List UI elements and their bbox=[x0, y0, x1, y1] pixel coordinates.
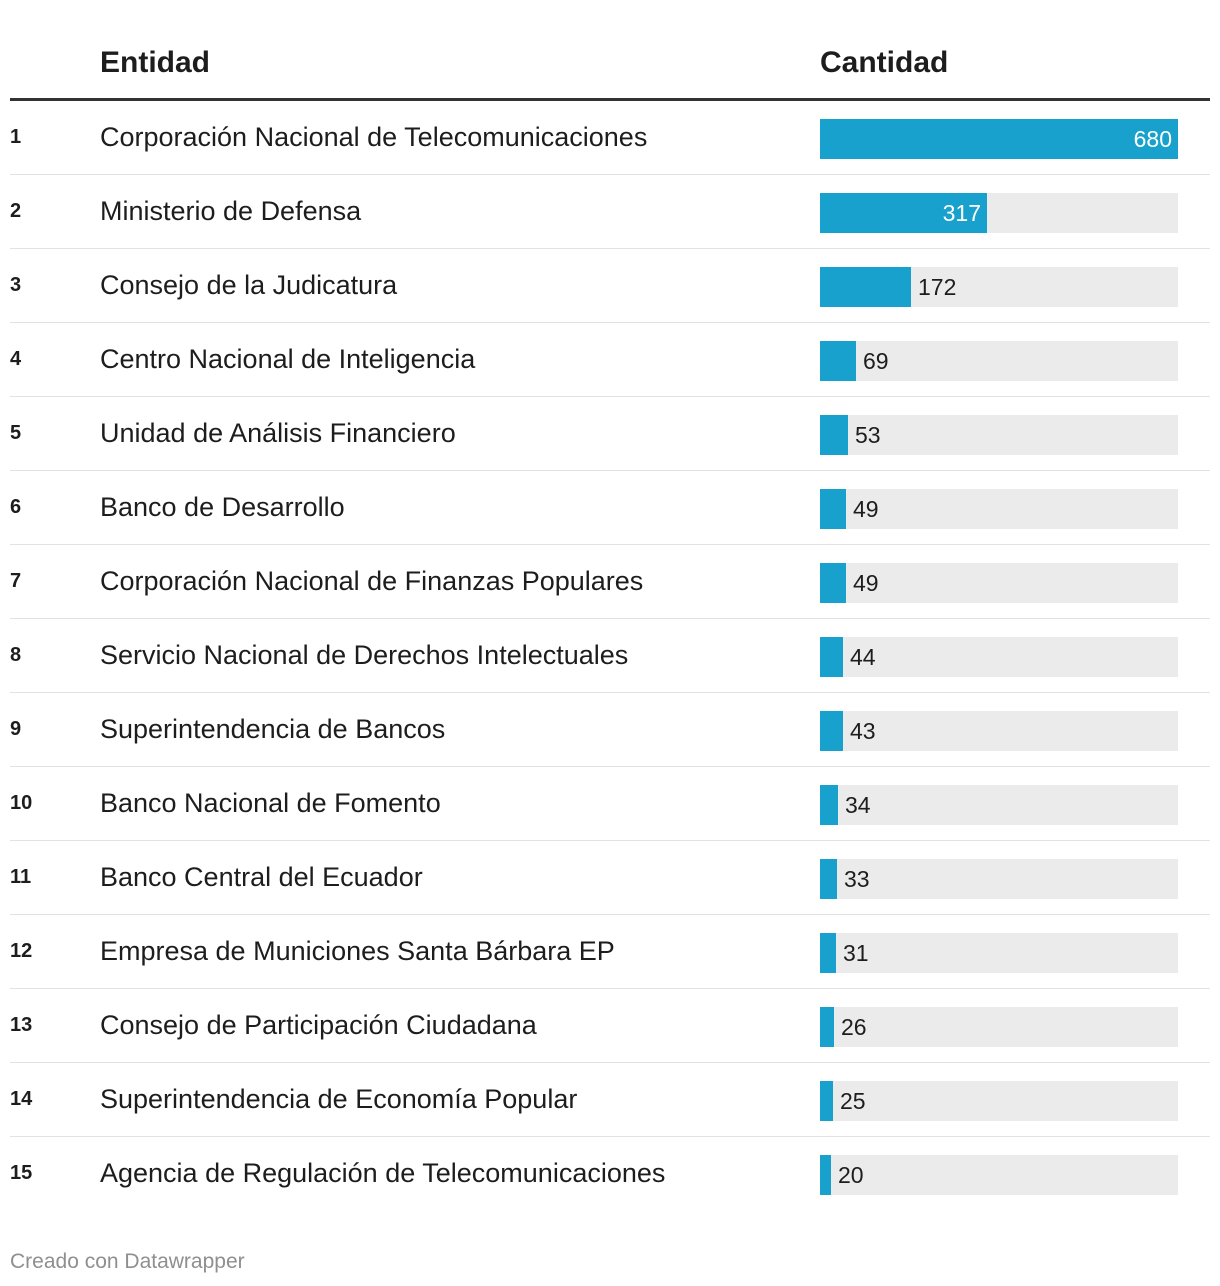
bar-value-label: 69 bbox=[863, 348, 889, 374]
row-entity: Corporación Nacional de Finanzas Popular… bbox=[100, 566, 644, 596]
bar-fill bbox=[820, 1007, 834, 1047]
table-row: 5 Unidad de Análisis Financiero 53 bbox=[10, 397, 1210, 471]
row-entity: Banco de Desarrollo bbox=[100, 492, 345, 522]
row-entity: Consejo de Participación Ciudadana bbox=[100, 1010, 537, 1040]
table-body: 1 Corporación Nacional de Telecomunicacio… bbox=[10, 101, 1210, 1211]
bar-track: 49 bbox=[820, 563, 1178, 603]
bar-value-label: 44 bbox=[850, 644, 876, 670]
bar-fill bbox=[820, 119, 1178, 159]
bar-track: 31 bbox=[820, 933, 1178, 973]
bar-fill bbox=[820, 489, 846, 529]
row-entity: Agencia de Regulación de Telecomunicacio… bbox=[100, 1158, 666, 1188]
row-rank: 3 bbox=[10, 274, 22, 296]
data-table: Entidad Cantidad 1 Corporación Nacional d… bbox=[10, 0, 1210, 1211]
row-entity: Servicio Nacional de Derechos Intelectua… bbox=[100, 640, 629, 670]
bar-track: 25 bbox=[820, 1081, 1178, 1121]
bar-fill bbox=[820, 711, 843, 751]
table-row: 15 Agencia de Regulación de Telecomunicac… bbox=[10, 1137, 1210, 1211]
bar-fill bbox=[820, 933, 836, 973]
table-row: 12 Empresa de Municiones Santa Bárbara EP… bbox=[10, 915, 1210, 989]
footer-credit: Creado con Datawrapper bbox=[10, 1250, 245, 1273]
row-rank: 5 bbox=[10, 422, 22, 444]
row-entity: Superintendencia de Bancos bbox=[100, 714, 446, 744]
bar-fill bbox=[820, 859, 837, 899]
table-row: 7 Corporación Nacional de Finanzas Popula… bbox=[10, 545, 1210, 619]
row-rank: 4 bbox=[10, 348, 22, 370]
table-row: 11 Banco Central del Ecuador 33 bbox=[10, 841, 1210, 915]
row-entity: Centro Nacional de Inteligencia bbox=[100, 344, 476, 374]
bar-fill bbox=[820, 785, 838, 825]
bar-value-label: 31 bbox=[843, 940, 869, 966]
bar-fill bbox=[820, 193, 987, 233]
row-rank: 15 bbox=[10, 1162, 33, 1184]
bar-track: 20 bbox=[820, 1155, 1178, 1195]
bar-value-label: 20 bbox=[838, 1162, 864, 1188]
bar-track: 26 bbox=[820, 1007, 1178, 1047]
table-header: Entidad Cantidad bbox=[10, 0, 1210, 101]
row-entity: Consejo de la Judicatura bbox=[100, 270, 398, 300]
table-row: 10 Banco Nacional de Fomento 34 bbox=[10, 767, 1210, 841]
table-row: 1 Corporación Nacional de Telecomunicacio… bbox=[10, 101, 1210, 175]
row-rank: 9 bbox=[10, 718, 22, 740]
bar-value-label: 49 bbox=[853, 496, 879, 522]
row-entity: Corporación Nacional de Telecomunicacion… bbox=[100, 122, 648, 152]
table-row: 4 Centro Nacional de Inteligencia 69 bbox=[10, 323, 1210, 397]
row-rank: 13 bbox=[10, 1014, 33, 1036]
row-entity: Superintendencia de Economía Popular bbox=[100, 1084, 578, 1114]
row-rank: 8 bbox=[10, 644, 22, 666]
row-entity: Unidad de Análisis Financiero bbox=[100, 418, 456, 448]
column-header-quantity[interactable]: Cantidad bbox=[820, 46, 949, 79]
bar-value-label: 34 bbox=[845, 792, 871, 818]
row-rank: 2 bbox=[10, 200, 22, 222]
table-row: 14 Superintendencia de Economía Popular 25 bbox=[10, 1063, 1210, 1137]
bar-fill bbox=[820, 1155, 831, 1195]
bar-fill bbox=[820, 415, 848, 455]
bar-value-label: 680 bbox=[1133, 126, 1172, 152]
bar-track: 680 bbox=[820, 119, 1178, 159]
bar-fill bbox=[820, 1081, 833, 1121]
bar-track: 33 bbox=[820, 859, 1178, 899]
bar-value-label: 26 bbox=[841, 1014, 867, 1040]
table-row: 6 Banco de Desarrollo 49 bbox=[10, 471, 1210, 545]
row-rank: 14 bbox=[10, 1088, 33, 1110]
bar-track: 43 bbox=[820, 711, 1178, 751]
bar-track: 172 bbox=[820, 267, 1178, 307]
table-row: 2 Ministerio de Defensa 317 bbox=[10, 175, 1210, 249]
bar-fill bbox=[820, 341, 856, 381]
bar-track: 69 bbox=[820, 341, 1178, 381]
bar-fill bbox=[820, 267, 911, 307]
table-row: 8 Servicio Nacional de Derechos Intelectu… bbox=[10, 619, 1210, 693]
bar-value-label: 53 bbox=[855, 422, 881, 448]
row-rank: 10 bbox=[10, 792, 33, 814]
row-entity: Empresa de Municiones Santa Bárbara EP bbox=[100, 936, 615, 966]
row-rank: 7 bbox=[10, 570, 22, 592]
bar-value-label: 43 bbox=[850, 718, 876, 744]
bar-fill bbox=[820, 563, 846, 603]
bar-value-label: 172 bbox=[918, 274, 957, 300]
column-header-entity[interactable]: Entidad bbox=[100, 46, 210, 79]
table-row: 3 Consejo de la Judicatura 172 bbox=[10, 249, 1210, 323]
bar-track: 44 bbox=[820, 637, 1178, 677]
bar-value-label: 317 bbox=[942, 200, 981, 226]
bar-value-label: 25 bbox=[840, 1088, 866, 1114]
row-rank: 1 bbox=[10, 126, 22, 148]
row-entity: Banco Central del Ecuador bbox=[100, 862, 423, 892]
bar-track: 34 bbox=[820, 785, 1178, 825]
bar-fill bbox=[820, 637, 843, 677]
row-rank: 11 bbox=[10, 866, 32, 888]
bar-track: 49 bbox=[820, 489, 1178, 529]
bar-value-label: 33 bbox=[844, 866, 870, 892]
row-entity: Banco Nacional de Fomento bbox=[100, 788, 441, 818]
bar-track: 317 bbox=[820, 193, 1178, 233]
table-row: 9 Superintendencia de Bancos 43 bbox=[10, 693, 1210, 767]
row-rank: 6 bbox=[10, 496, 22, 518]
bar-track: 53 bbox=[820, 415, 1178, 455]
table-row: 13 Consejo de Participación Ciudadana 26 bbox=[10, 989, 1210, 1063]
row-rank: 12 bbox=[10, 940, 33, 962]
row-entity: Ministerio de Defensa bbox=[100, 196, 362, 226]
bar-value-label: 49 bbox=[853, 570, 879, 596]
